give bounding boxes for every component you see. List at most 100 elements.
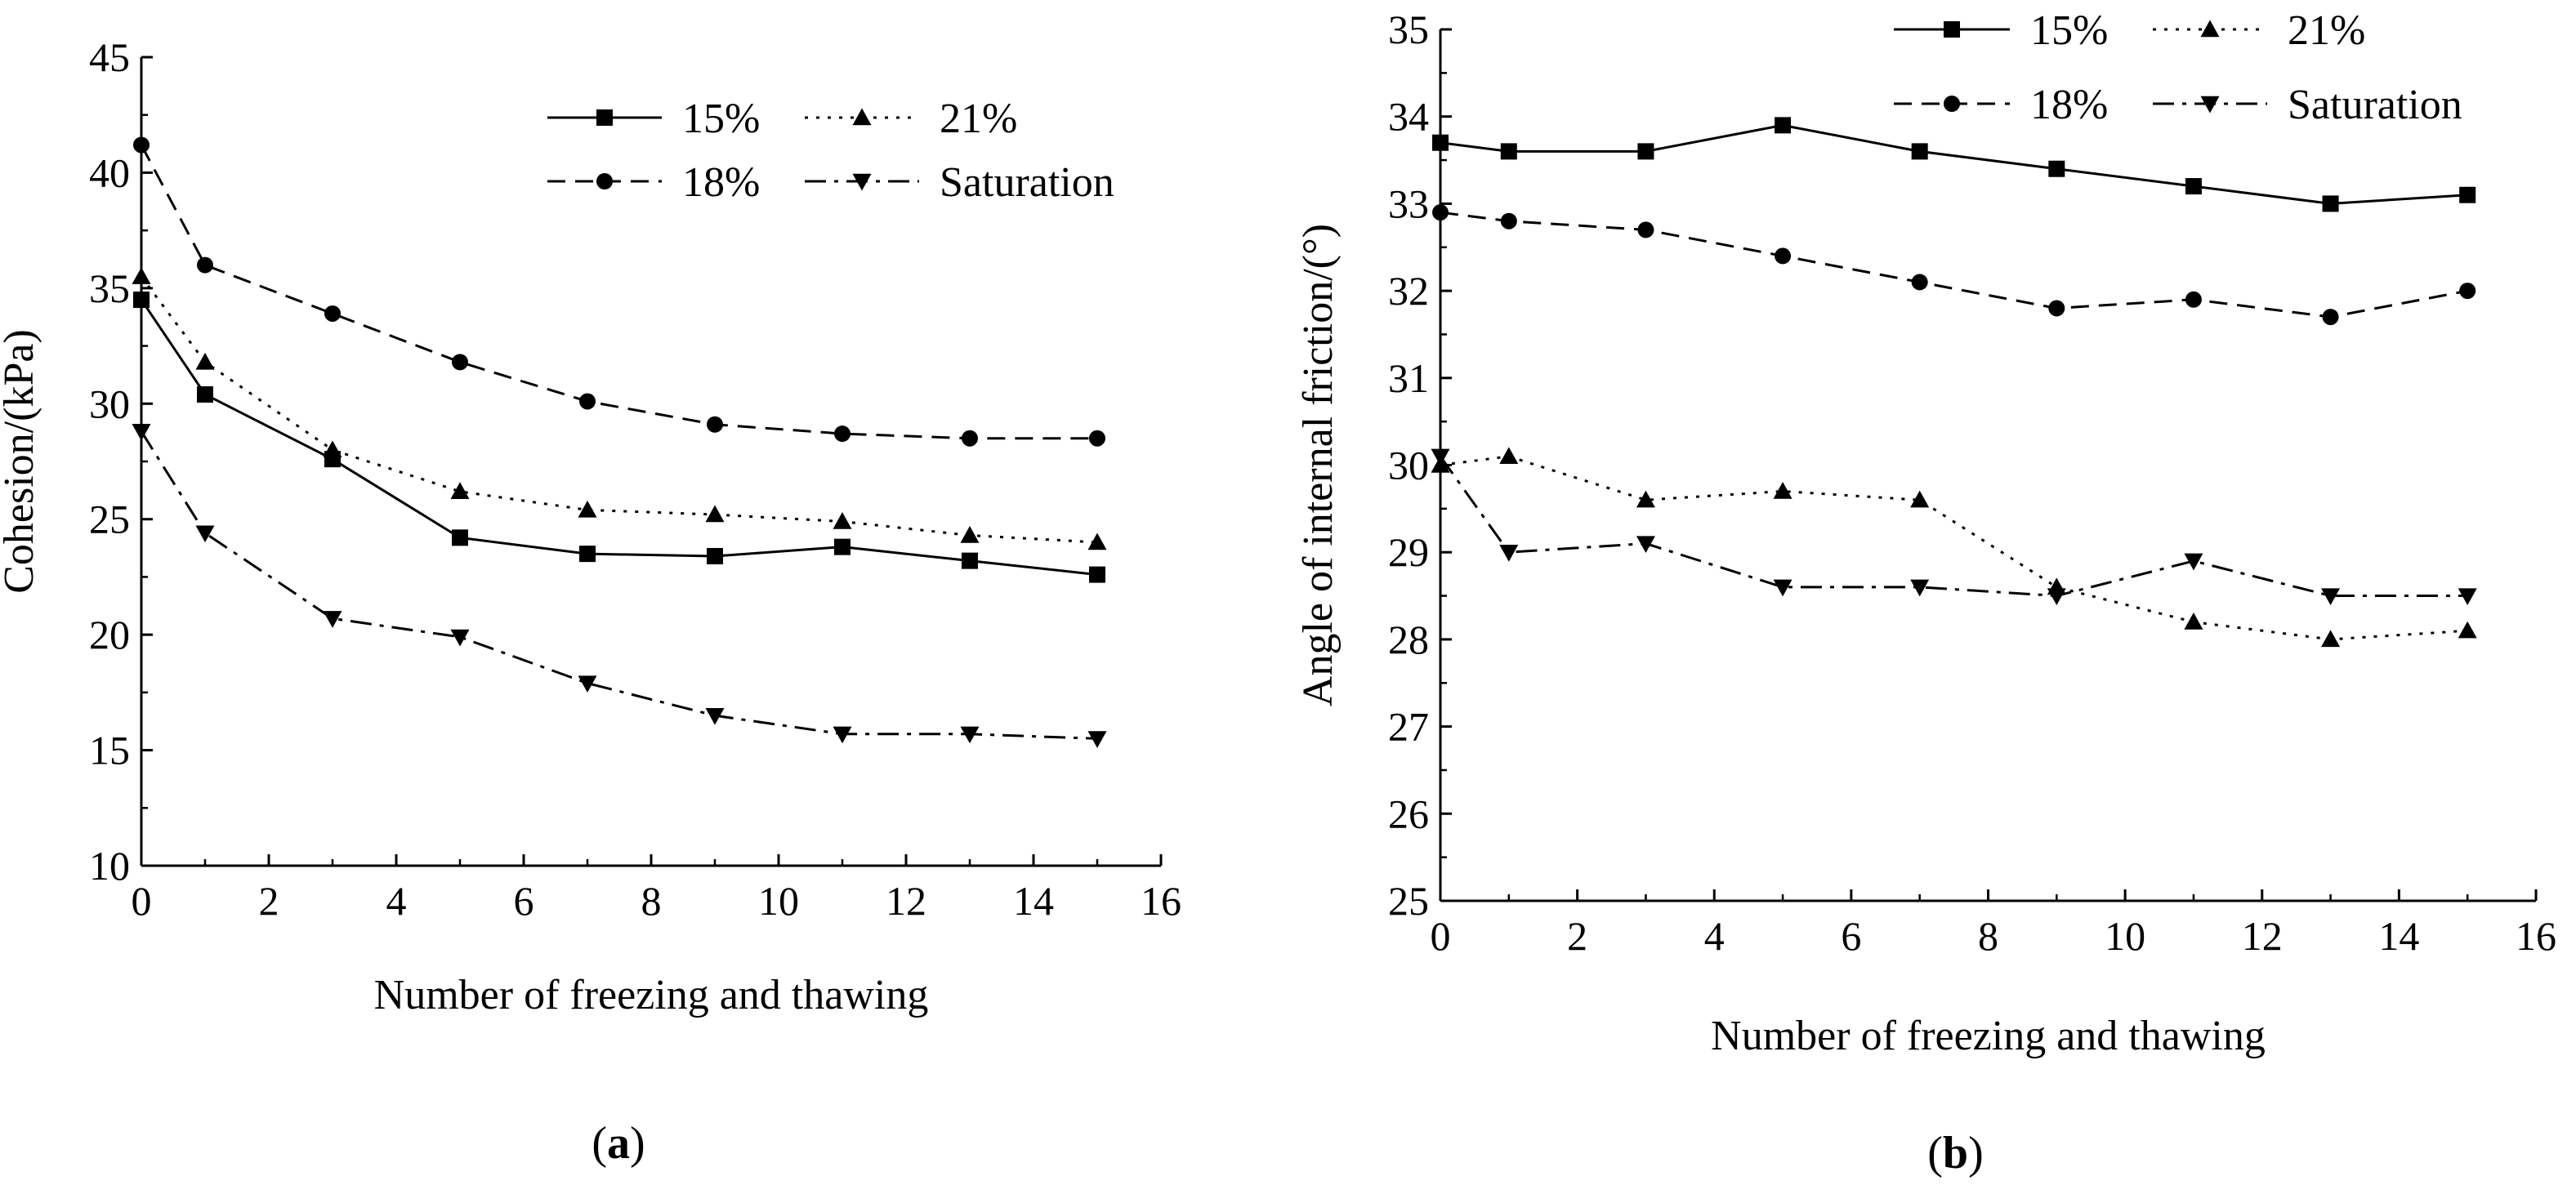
chart-b-x-tick-label: 12 (2242, 913, 2283, 959)
chart-a-panel-label: (a) (592, 1118, 645, 1169)
chart-a-legend-label: Saturation (940, 159, 1114, 206)
chart-b-data-point (2048, 300, 2065, 317)
chart-b-x-tick-label: 14 (2378, 913, 2419, 959)
chart-a-data-point (579, 393, 596, 410)
chart-b-data-point (2321, 588, 2341, 606)
chart-b-legend-label: 21% (2288, 7, 2365, 54)
chart-a-legend: 15% 21% 18% Saturation (547, 96, 1114, 206)
chart-b-data-point (1775, 117, 1792, 134)
chart-b-legend-label: Saturation (2288, 82, 2462, 128)
chart-b-series-2 (1432, 204, 2476, 326)
chart-a-panel-label-close: ) (630, 1118, 645, 1169)
chart-a-y-tick-label: 30 (89, 381, 130, 426)
chart-a-legend-marker (596, 109, 613, 126)
chart-b-series-0 (1432, 117, 2476, 212)
chart-b-data-point (2321, 630, 2341, 648)
chart-a-data-point (450, 482, 470, 499)
chart-a-data-point (452, 354, 468, 371)
chart-a-data-point (834, 538, 850, 555)
chart-b-data-point (2184, 613, 2203, 630)
chart-b-data-point (1910, 579, 1930, 597)
chart-a-data-point (1087, 731, 1107, 748)
chart-a-series-line-3 (140, 430, 1098, 740)
chart-a-y-tick-label: 35 (89, 265, 130, 311)
chart-a-data-point (197, 385, 213, 403)
chart-b-legend: 15% 21% 18% Saturation (1894, 7, 2462, 128)
chart-a-data-point (195, 525, 215, 543)
chart-b-data-point (2458, 588, 2477, 606)
chart-b-panel-label-open: ( (1927, 1128, 1943, 1178)
chart-a-y-tick-label: 45 (89, 34, 130, 80)
chart-b-legend-marker (1944, 96, 1960, 112)
chart-b-series-3 (1431, 448, 2477, 606)
chart-b-data-point (1432, 134, 1449, 151)
chart-a-series-3 (132, 424, 1107, 748)
chart-a-data-point (452, 529, 468, 546)
chart-b-y-tick-label: 27 (1388, 704, 1429, 750)
chart-b-data-point (2185, 291, 2202, 308)
chart-b-data-point (1500, 143, 1517, 160)
chart-b-y-tick-label: 35 (1388, 7, 1429, 52)
chart-b-legend-label: 18% (2030, 82, 2108, 128)
chart-b-legend-marker (1944, 21, 1960, 38)
chart-b-data-point (1432, 204, 1449, 221)
chart-b-legend-marker (2200, 96, 2220, 114)
chart-b-x-tick-label: 10 (2105, 913, 2145, 959)
chart-a-data-point (197, 256, 213, 274)
chart-a-data-point (323, 440, 342, 458)
chart-a-data-point (833, 726, 852, 744)
chart-b-y-tick-label: 29 (1388, 529, 1429, 575)
chart-b-data-point (1499, 447, 1519, 465)
chart-a-panel-label-letter: a (607, 1118, 630, 1169)
chart-a-y-tick-label: 15 (89, 728, 130, 773)
chart-a-legend-label: 21% (940, 96, 1017, 142)
chart-a-data-point (962, 552, 978, 569)
chart-a-x-tick-label: 12 (886, 878, 926, 924)
chart-a-data-point (578, 500, 597, 518)
chart-a-y-tick-label: 25 (89, 497, 130, 542)
chart-a-x-tick-label: 16 (1141, 878, 1181, 924)
chart-a-data-point (705, 707, 725, 725)
chart-b-series-line-0 (1440, 123, 2468, 205)
chart-b-data-point (2322, 195, 2339, 212)
chart-b-data-point (1910, 490, 1930, 508)
chart-panel-b: 0 2 4 6 8 10 12 14 16 25 26 27 28 29 30 31 32 33 34 35 Numbe… (1295, 7, 2556, 1178)
chart-a-legend-label: 18% (682, 159, 760, 206)
chart-a-data-point (579, 546, 596, 563)
chart-a-x-tick-label: 14 (1013, 878, 1054, 924)
chart-a-x-tick-label: 6 (514, 878, 534, 924)
chart-b-data-point (2185, 178, 2202, 195)
chart-b-x-tick-label: 16 (2516, 913, 2556, 959)
chart-a-series-2 (133, 136, 1105, 447)
chart-b-y-tick-label: 30 (1388, 443, 1429, 488)
chart-a-x-tick-label: 10 (758, 878, 799, 924)
chart-b-data-point (1775, 247, 1792, 265)
chart-b-data-point (2459, 283, 2476, 300)
chart-a-y-tick-label: 40 (89, 149, 130, 195)
chart-a-data-point (1089, 430, 1105, 447)
chart-a-data-point (323, 611, 342, 628)
chart-b-x-tick-label: 8 (1978, 913, 1998, 959)
chart-a-data-point (133, 136, 150, 154)
chart-a-data-point (578, 675, 597, 693)
chart-a-x-tick-label: 4 (386, 878, 407, 924)
chart-a-data-point (133, 292, 150, 308)
chart-a-data-point (324, 305, 341, 322)
chart-b-data-point (1637, 221, 1654, 238)
chart-b-data-point (2047, 588, 2066, 606)
chart-b-x-tick-label: 2 (1567, 913, 1587, 959)
chart-b-data-point (1636, 490, 1655, 508)
chart-b-series-line-3 (1439, 455, 2468, 598)
chart-b-y-tick-label: 31 (1388, 355, 1429, 401)
chart-b-x-tick-label: 6 (1841, 913, 1861, 959)
chart-b-y-tick-label: 25 (1388, 878, 1429, 924)
chart-a-x-tick-label: 8 (641, 878, 662, 924)
chart-a-data-point (1087, 532, 1107, 550)
chart-b-data-point (2458, 621, 2477, 639)
chart-b-panel-label: (b) (1927, 1128, 1983, 1178)
chart-panel-a: 0 2 4 6 8 10 12 14 16 10 15 20 25 30 35 40 45 Number of f… (0, 34, 1181, 1169)
chart-b-data-point (1911, 143, 1928, 160)
chart-a-y-tick-label: 20 (89, 612, 130, 657)
chart-b-x-tick-label: 0 (1431, 913, 1451, 959)
